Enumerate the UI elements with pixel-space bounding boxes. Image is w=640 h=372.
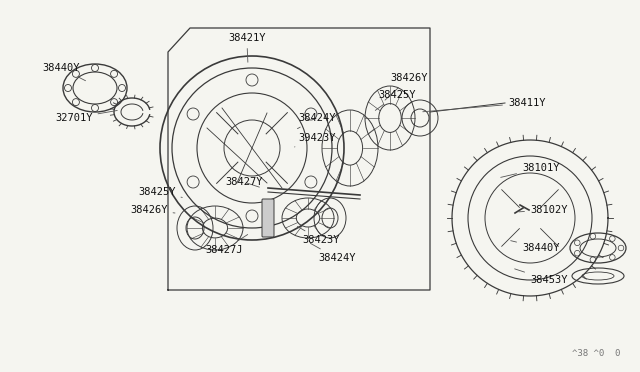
Text: 38421Y: 38421Y [228,33,266,62]
Text: 32701Y: 32701Y [55,110,117,123]
Text: 38427J: 38427J [205,234,248,255]
Text: 38453Y: 38453Y [515,269,568,285]
Text: 38424Y: 38424Y [298,113,335,129]
Text: 38101Y: 38101Y [500,163,559,177]
FancyBboxPatch shape [262,199,274,237]
Text: 38426Y: 38426Y [385,73,428,100]
Text: 38102Y: 38102Y [519,205,568,215]
Text: ^38 ^0  0: ^38 ^0 0 [572,349,620,358]
Text: 38440Y: 38440Y [511,241,559,253]
Text: 38411Y: 38411Y [423,98,545,112]
Text: 38424Y: 38424Y [310,243,355,263]
Text: 38427Y: 38427Y [225,177,262,187]
Text: 39423Y: 39423Y [294,133,335,147]
Text: 38425Y: 38425Y [138,187,182,198]
Text: 38440Y: 38440Y [42,63,86,81]
Text: 38426Y: 38426Y [130,205,175,215]
Text: 38425Y: 38425Y [375,90,415,110]
Text: 38423Y: 38423Y [298,227,339,245]
